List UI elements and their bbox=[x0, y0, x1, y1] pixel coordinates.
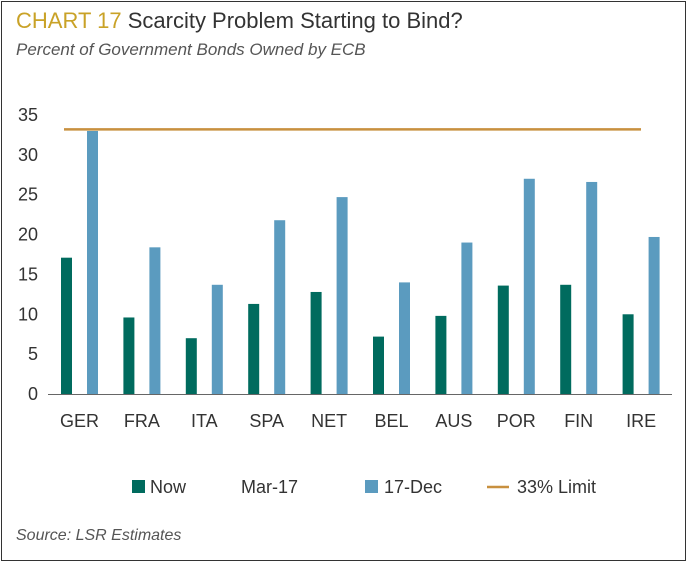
source-note: Source: LSR Estimates bbox=[16, 527, 182, 544]
bar-now-ire bbox=[622, 314, 634, 394]
bar-now-net bbox=[310, 291, 322, 394]
bar-17-dec-ita bbox=[211, 284, 223, 394]
legend-label-mar17: Mar-17 bbox=[241, 477, 298, 497]
x-tick-label: ITA bbox=[191, 411, 218, 431]
y-tick-label: 20 bbox=[18, 225, 38, 245]
bar-now-ger bbox=[61, 257, 72, 394]
y-tick-label: 15 bbox=[18, 264, 38, 284]
x-tick-label: AUS bbox=[435, 411, 472, 431]
bar-17-dec-spa bbox=[274, 220, 286, 394]
chart-title-text: Scarcity Problem Starting to Bind? bbox=[127, 8, 463, 33]
legend-label-limit: 33% Limit bbox=[517, 477, 596, 497]
bar-now-bel bbox=[373, 336, 384, 394]
bar-17-dec-net bbox=[336, 197, 348, 394]
chart-title: CHART 17 Scarcity Problem Starting to Bi… bbox=[16, 8, 463, 34]
legend-label-now: Now bbox=[150, 477, 187, 497]
bar-17-dec-bel bbox=[399, 282, 410, 394]
y-tick-label: 5 bbox=[28, 344, 38, 364]
x-tick-label: FIN bbox=[564, 411, 593, 431]
x-tick-label: FRA bbox=[124, 411, 160, 431]
bar-17-dec-ger bbox=[87, 130, 98, 394]
x-tick-label: SPA bbox=[249, 411, 284, 431]
y-tick-label: 30 bbox=[18, 145, 38, 165]
legend-label-17-dec: 17-Dec bbox=[384, 477, 442, 497]
bar-now-por bbox=[497, 285, 509, 394]
y-tick-label: 0 bbox=[28, 384, 38, 404]
bar-now-fra bbox=[123, 317, 135, 394]
bar-17-dec-fin bbox=[586, 181, 598, 394]
legend-swatch-17-dec bbox=[365, 480, 378, 493]
y-tick-label: 10 bbox=[18, 304, 38, 324]
x-tick-label: IRE bbox=[626, 411, 656, 431]
bar-17-dec-aus bbox=[461, 242, 473, 394]
bar-now-fin bbox=[560, 284, 572, 394]
x-tick-label: BEL bbox=[374, 411, 408, 431]
chart-subtitle: Percent of Government Bonds Owned by ECB bbox=[16, 40, 366, 59]
bar-now-ita bbox=[185, 338, 197, 394]
legend-swatch-now bbox=[132, 480, 145, 493]
bar-now-aus bbox=[435, 315, 447, 394]
bar-17-dec-fra bbox=[149, 247, 161, 394]
bar-17-dec-por bbox=[523, 178, 535, 394]
x-tick-label: POR bbox=[497, 411, 536, 431]
chart-number: CHART 17 bbox=[16, 8, 122, 33]
y-tick-label: 25 bbox=[18, 185, 38, 205]
x-tick-label: GER bbox=[60, 411, 99, 431]
x-tick-label: NET bbox=[311, 411, 347, 431]
bar-now-spa bbox=[248, 303, 260, 394]
y-tick-label: 35 bbox=[18, 105, 38, 125]
bar-17-dec-ire bbox=[648, 236, 660, 394]
